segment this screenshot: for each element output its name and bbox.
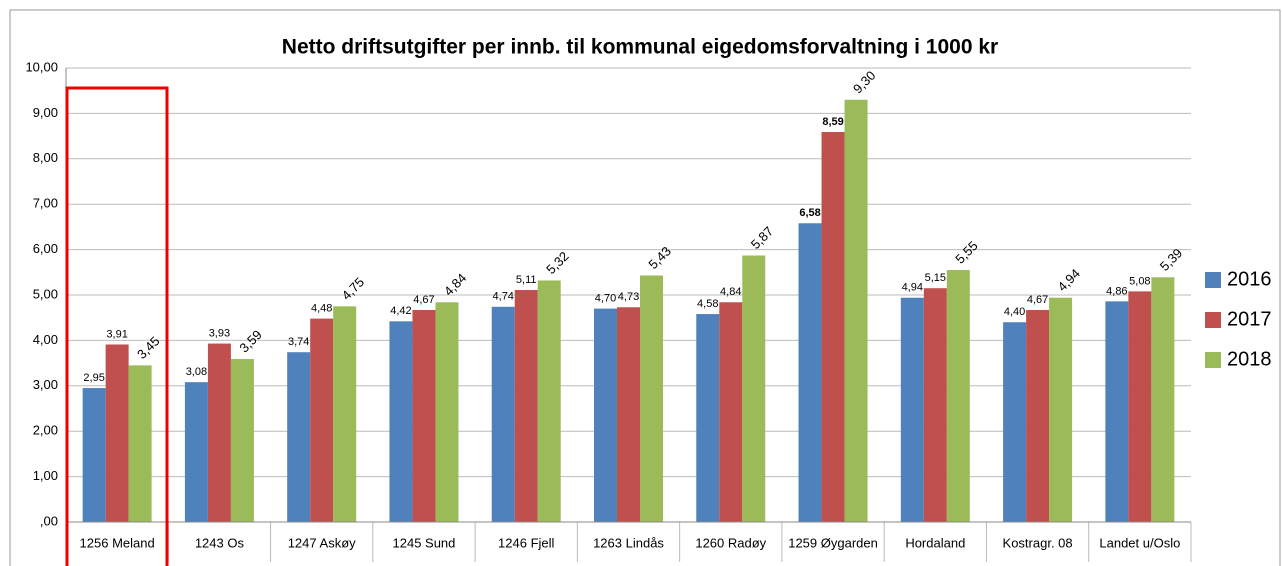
value-label: 3,93	[209, 327, 230, 339]
x-tick-label: 1263 Lindås	[593, 535, 664, 550]
x-tick-label: Hordaland	[905, 535, 965, 550]
bar	[207, 343, 231, 522]
bar	[1151, 277, 1175, 522]
value-label: 8,59	[822, 116, 843, 128]
plot-area: ,00 1,00 2,00 3,00 4,00 5,00 6,00 7,00 8,00 9,00 1…	[25, 59, 1272, 562]
bar	[696, 314, 720, 522]
bar	[491, 306, 515, 522]
bar	[1049, 297, 1073, 522]
bar	[594, 308, 617, 522]
y-tick-label: 7,00	[33, 196, 58, 211]
legend-swatch	[1205, 352, 1221, 368]
bar	[1105, 301, 1129, 522]
value-label: 3,45	[134, 333, 163, 362]
bar	[514, 290, 538, 522]
legend-label: 2016	[1227, 268, 1272, 290]
bar	[844, 99, 868, 522]
bar	[128, 365, 152, 522]
value-label: 4,40	[1004, 306, 1025, 318]
legend-swatch	[1205, 272, 1221, 288]
y-tick-label: 1,00	[33, 468, 58, 483]
chart-title: Netto driftsutgifter per innb. til kommu…	[282, 36, 998, 59]
bar	[184, 382, 208, 522]
bar	[389, 321, 413, 522]
bar	[82, 388, 106, 522]
bar	[537, 280, 561, 522]
value-label: 4,70	[595, 293, 616, 305]
x-tick-label: 1260 Radøy	[695, 535, 766, 550]
bar	[798, 223, 822, 522]
legend-label: 2017	[1227, 308, 1272, 330]
bar	[310, 318, 334, 522]
value-label: 3,08	[186, 366, 207, 378]
bar	[923, 288, 947, 522]
bar	[821, 132, 845, 522]
bar	[412, 309, 436, 522]
value-label: 6,58	[799, 207, 820, 219]
y-tick-label: 5,00	[33, 286, 58, 301]
bar	[287, 352, 311, 522]
value-label: 5,11	[516, 274, 537, 286]
bar	[719, 302, 743, 522]
value-label: 4,67	[1027, 294, 1048, 306]
value-label: 5,43	[645, 244, 674, 273]
bar	[1003, 322, 1027, 522]
value-label: 4,94	[902, 282, 923, 294]
bar	[435, 302, 459, 522]
value-label: 4,75	[339, 274, 368, 303]
value-label: 3,91	[106, 328, 127, 340]
y-tick-label: 4,00	[33, 332, 58, 347]
x-tick-label: Kostragr. 08	[1003, 535, 1073, 550]
x-tick-label: 1243 Os	[195, 535, 245, 550]
bar	[333, 306, 357, 522]
chart-frame	[9, 9, 1281, 566]
value-label: 4,42	[390, 305, 411, 317]
value-label: 4,74	[493, 291, 514, 303]
value-label: 2,95	[83, 372, 104, 384]
value-label: 5,32	[543, 249, 572, 278]
bar	[640, 275, 663, 522]
bar	[742, 255, 766, 522]
y-tick-label: 8,00	[33, 150, 58, 165]
value-label: 4,67	[413, 294, 434, 306]
highlight-box	[65, 86, 169, 566]
x-tick-label: Landet u/Oslo	[1099, 535, 1180, 550]
y-tick-label: 10,00	[25, 59, 58, 74]
value-label: 9,30	[850, 68, 879, 97]
y-tick-label: 6,00	[33, 241, 58, 256]
x-tick-label: 1246 Fjell	[498, 535, 554, 550]
value-label: 4,94	[1055, 266, 1084, 295]
value-label: 3,74	[288, 336, 309, 348]
y-tick-label: 2,00	[33, 423, 58, 438]
x-tick-label: 1247 Askøy	[288, 535, 356, 550]
x-tick-label: 1259 Øygarden	[788, 535, 878, 550]
value-label: 5,15	[925, 272, 946, 284]
value-label: 4,84	[720, 286, 741, 298]
x-tick-label: 1245 Sund	[393, 535, 456, 550]
legend-swatch	[1205, 312, 1221, 328]
bar	[105, 344, 129, 522]
value-label: 5,87	[748, 224, 777, 253]
bar	[946, 270, 970, 522]
value-label: 5,55	[952, 238, 981, 267]
bar	[617, 307, 640, 522]
bar	[1026, 309, 1050, 522]
y-tick-label: ,00	[40, 513, 58, 528]
bar	[900, 297, 924, 522]
y-tick-label: 9,00	[33, 105, 58, 120]
value-label: 4,58	[697, 298, 718, 310]
legend-label: 2018	[1227, 348, 1272, 370]
x-tick-label: 1256 Meland	[80, 535, 155, 550]
value-label: 5,08	[1129, 275, 1150, 287]
value-label: 4,48	[311, 303, 332, 315]
value-label: 4,86	[1106, 285, 1127, 297]
value-label: 3,59	[236, 327, 265, 356]
bar	[1128, 291, 1152, 522]
value-label: 4,73	[618, 291, 639, 303]
y-tick-label: 3,00	[33, 377, 58, 392]
bar	[230, 359, 254, 522]
